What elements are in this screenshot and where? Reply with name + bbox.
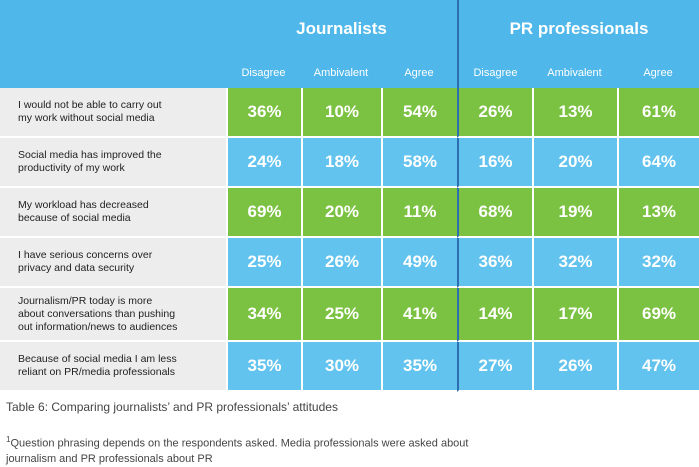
question-cell: I have serious concerns over privacy and … bbox=[0, 238, 226, 288]
value-cell-pr-ambivalent: 20% bbox=[532, 138, 617, 188]
question-line: out information/news to audiences bbox=[18, 320, 178, 333]
value-cell-pr-disagree: 14% bbox=[457, 288, 532, 342]
value-cell-pr-ambivalent: 17% bbox=[532, 288, 617, 342]
value-cell-journalists-ambivalent: 18% bbox=[301, 138, 381, 188]
column-header-journalists-disagree: Disagree bbox=[226, 57, 301, 88]
question-line: privacy and data security bbox=[18, 262, 135, 274]
value-cell-journalists-disagree: 36% bbox=[226, 88, 301, 138]
value-cell-pr-agree: 13% bbox=[617, 188, 699, 238]
value-cell-journalists-disagree: 24% bbox=[226, 138, 301, 188]
value-cell-pr-disagree: 36% bbox=[457, 238, 532, 288]
column-header-journalists-ambivalent: Ambivalent bbox=[301, 57, 381, 88]
question-line: productivity of my work bbox=[18, 162, 125, 174]
question-cell: Journalism/PR today is more about convers… bbox=[0, 288, 226, 342]
question-line: Journalism/PR today is more bbox=[18, 294, 153, 307]
value-cell-pr-ambivalent: 32% bbox=[532, 238, 617, 288]
footnote-text: Question phrasing depends on the respond… bbox=[6, 437, 469, 465]
value-cell-pr-ambivalent: 19% bbox=[532, 188, 617, 238]
value-cell-journalists-agree: 54% bbox=[381, 88, 457, 138]
table-row: Because of social media I am less reliant… bbox=[0, 342, 699, 392]
question-line: My workload has decreased bbox=[18, 199, 149, 211]
question-line: reliant on PR/media professionals bbox=[18, 366, 175, 378]
question-line: I would not be able to carry out bbox=[18, 99, 162, 111]
value-cell-journalists-agree: 11% bbox=[381, 188, 457, 238]
value-cell-journalists-agree: 35% bbox=[381, 342, 457, 392]
question-line: Because of social media I am less bbox=[18, 353, 177, 365]
value-cell-pr-agree: 61% bbox=[617, 88, 699, 138]
value-cell-pr-disagree: 16% bbox=[457, 138, 532, 188]
comparison-table: Journalists PR professionals Disagree Am… bbox=[0, 0, 699, 392]
footnote-marker: 1 bbox=[6, 435, 11, 444]
column-header-journalists-agree: Agree bbox=[381, 57, 457, 88]
question-cell: Social media has improved the productivit… bbox=[0, 138, 226, 188]
footnote: 1Question phrasing depends on the respon… bbox=[6, 432, 486, 467]
table-row: I would not be able to carry out my work … bbox=[0, 88, 699, 138]
question-line: Social media has improved the bbox=[18, 149, 162, 161]
table-row: Journalism/PR today is more about convers… bbox=[0, 288, 699, 342]
value-cell-journalists-ambivalent: 20% bbox=[301, 188, 381, 238]
table-body: I would not be able to carry out my work … bbox=[0, 88, 699, 392]
table-row: My workload has decreased because of soci… bbox=[0, 188, 699, 238]
value-cell-pr-ambivalent: 13% bbox=[532, 88, 617, 138]
header-corner-sub bbox=[0, 57, 226, 88]
value-cell-journalists-disagree: 25% bbox=[226, 238, 301, 288]
value-cell-journalists-disagree: 69% bbox=[226, 188, 301, 238]
header-corner bbox=[0, 0, 226, 57]
question-cell: Because of social media I am less reliant… bbox=[0, 342, 226, 392]
value-cell-journalists-ambivalent: 25% bbox=[301, 288, 381, 342]
value-cell-pr-agree: 64% bbox=[617, 138, 699, 188]
question-cell: I would not be able to carry out my work … bbox=[0, 88, 226, 138]
column-header-pr-disagree: Disagree bbox=[457, 57, 532, 88]
value-cell-journalists-ambivalent: 30% bbox=[301, 342, 381, 392]
question-line: I have serious concerns over bbox=[18, 249, 153, 261]
value-cell-pr-disagree: 26% bbox=[457, 88, 532, 138]
column-header-pr-ambivalent: Ambivalent bbox=[532, 57, 617, 88]
table-row: I have serious concerns over privacy and … bbox=[0, 238, 699, 288]
question-line: my work without social media bbox=[18, 112, 155, 124]
table-row: Social media has improved the productivit… bbox=[0, 138, 699, 188]
value-cell-journalists-agree: 41% bbox=[381, 288, 457, 342]
value-cell-pr-disagree: 27% bbox=[457, 342, 532, 392]
question-cell: My workload has decreased because of soci… bbox=[0, 188, 226, 238]
value-cell-journalists-agree: 58% bbox=[381, 138, 457, 188]
question-line: because of social media bbox=[18, 212, 131, 224]
value-cell-pr-agree: 69% bbox=[617, 288, 699, 342]
value-cell-pr-agree: 47% bbox=[617, 342, 699, 392]
value-cell-journalists-agree: 49% bbox=[381, 238, 457, 288]
value-cell-journalists-ambivalent: 26% bbox=[301, 238, 381, 288]
question-line: about conversations than pushing bbox=[18, 307, 176, 320]
group-header-pr: PR professionals bbox=[457, 0, 699, 57]
table-caption: Table 6: Comparing journalists’ and PR p… bbox=[6, 400, 338, 414]
value-cell-pr-ambivalent: 26% bbox=[532, 342, 617, 392]
group-header-journalists: Journalists bbox=[226, 0, 457, 57]
value-cell-pr-agree: 32% bbox=[617, 238, 699, 288]
column-header-pr-agree: Agree bbox=[617, 57, 699, 88]
value-cell-journalists-ambivalent: 10% bbox=[301, 88, 381, 138]
value-cell-journalists-disagree: 35% bbox=[226, 342, 301, 392]
value-cell-journalists-disagree: 34% bbox=[226, 288, 301, 342]
value-cell-pr-disagree: 68% bbox=[457, 188, 532, 238]
